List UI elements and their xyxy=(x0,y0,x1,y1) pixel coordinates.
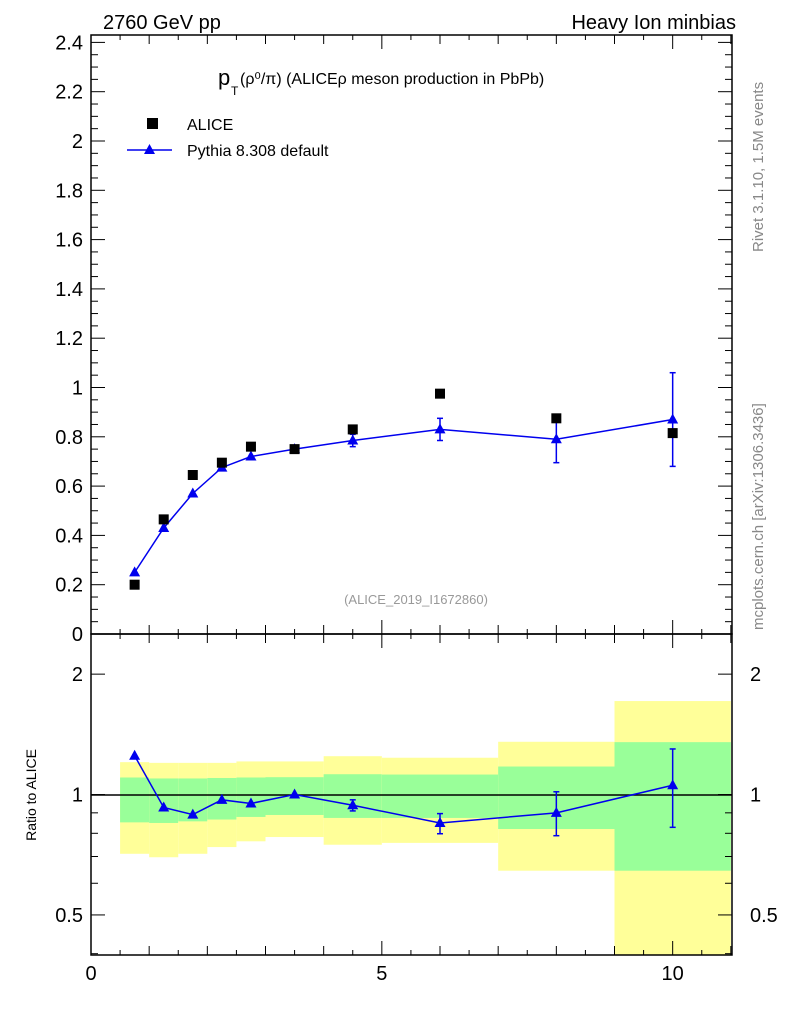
pythia-point xyxy=(158,522,170,533)
legend-square-marker-icon xyxy=(147,118,158,129)
y-tick-label: 1.4 xyxy=(55,279,83,301)
alice-point xyxy=(435,388,446,399)
legend-triangle-marker-icon xyxy=(144,144,155,154)
plot-title-sub: T xyxy=(231,84,239,98)
alice-point xyxy=(289,444,300,455)
alice-point xyxy=(347,424,358,435)
ratio-band-inner xyxy=(149,778,179,823)
ratio-y-tick-label: 1 xyxy=(72,785,83,807)
pythia-point xyxy=(667,413,679,424)
y-tick-label: 1.6 xyxy=(55,230,83,252)
x-tick-label: 5 xyxy=(376,963,387,985)
ratio-y-tick-label-right: 1 xyxy=(750,785,761,807)
alice-point xyxy=(216,457,227,468)
pythia-point xyxy=(347,434,359,445)
alice-point xyxy=(187,470,198,481)
legend-label-alice: ALICE xyxy=(187,117,233,134)
x-tick-label: 0 xyxy=(85,963,96,985)
ratio-y-tick-label-right: 0.5 xyxy=(750,905,778,927)
y-tick-label: 0.2 xyxy=(55,575,83,597)
ratio-point xyxy=(216,793,228,804)
ratio-point xyxy=(187,808,199,819)
header-left: 2760 GeV pp xyxy=(103,12,221,34)
pythia-point xyxy=(434,423,446,434)
y-tick-label: 1.8 xyxy=(55,180,83,202)
alice-point xyxy=(551,413,562,424)
ratio-point xyxy=(129,749,141,760)
y-tick-label: 2 xyxy=(72,131,83,153)
y-tick-label: 1 xyxy=(72,377,83,399)
mcplots-label: mcplots.cern.ch [arXiv:1306.3436] xyxy=(750,403,767,630)
alice-point xyxy=(158,514,169,525)
pythia-point xyxy=(187,487,199,498)
ratio-line xyxy=(133,755,673,824)
ratio-band-inner xyxy=(120,777,150,823)
y-tick-label: 0.8 xyxy=(55,427,83,449)
plot-title: (ρ⁰/π) (ALICEρ meson production in PbPb) xyxy=(240,71,544,88)
ratio-band-inner xyxy=(381,774,499,818)
pythia-point xyxy=(245,450,257,461)
pythia-line xyxy=(133,418,673,573)
pythia-point xyxy=(550,433,562,444)
x-tick-label: 10 xyxy=(662,963,684,985)
header-right: Heavy Ion minbias xyxy=(571,12,736,34)
y-tick-label: 2.4 xyxy=(55,32,83,54)
legend-label-pythia: Pythia 8.308 default xyxy=(187,143,329,160)
plot-title-p: p xyxy=(218,65,230,90)
alice-point xyxy=(129,579,140,590)
ratio-point xyxy=(434,816,446,827)
ratio-y-tick-label: 0.5 xyxy=(55,905,83,927)
ratio-point xyxy=(550,806,562,817)
ratio-y-axis-label: Ratio to ALICE xyxy=(23,749,39,841)
ratio-band-inner xyxy=(236,777,266,817)
y-tick-label: 2.2 xyxy=(55,82,83,104)
ratio-uncertainty-bands xyxy=(120,701,731,955)
alice-point xyxy=(667,428,678,439)
ratio-y-tick-label-right: 2 xyxy=(750,664,761,686)
ratio-y-tick-label: 2 xyxy=(72,664,83,686)
ratio-point xyxy=(158,801,170,812)
y-tick-label: 1.2 xyxy=(55,328,83,350)
analysis-watermark: (ALICE_2019_I1672860) xyxy=(344,592,488,607)
y-tick-label: 0.4 xyxy=(55,525,83,547)
rivet-version-label: Rivet 3.1.10, 1.5M events xyxy=(750,82,767,252)
alice-point xyxy=(245,441,256,452)
ratio-point xyxy=(245,797,257,808)
pythia-point xyxy=(129,566,141,577)
y-tick-label: 0.6 xyxy=(55,476,83,498)
ratio-point xyxy=(667,779,679,790)
ratio-point xyxy=(289,788,301,799)
ratio-point xyxy=(347,799,359,810)
y-tick-label: 0 xyxy=(72,624,83,646)
